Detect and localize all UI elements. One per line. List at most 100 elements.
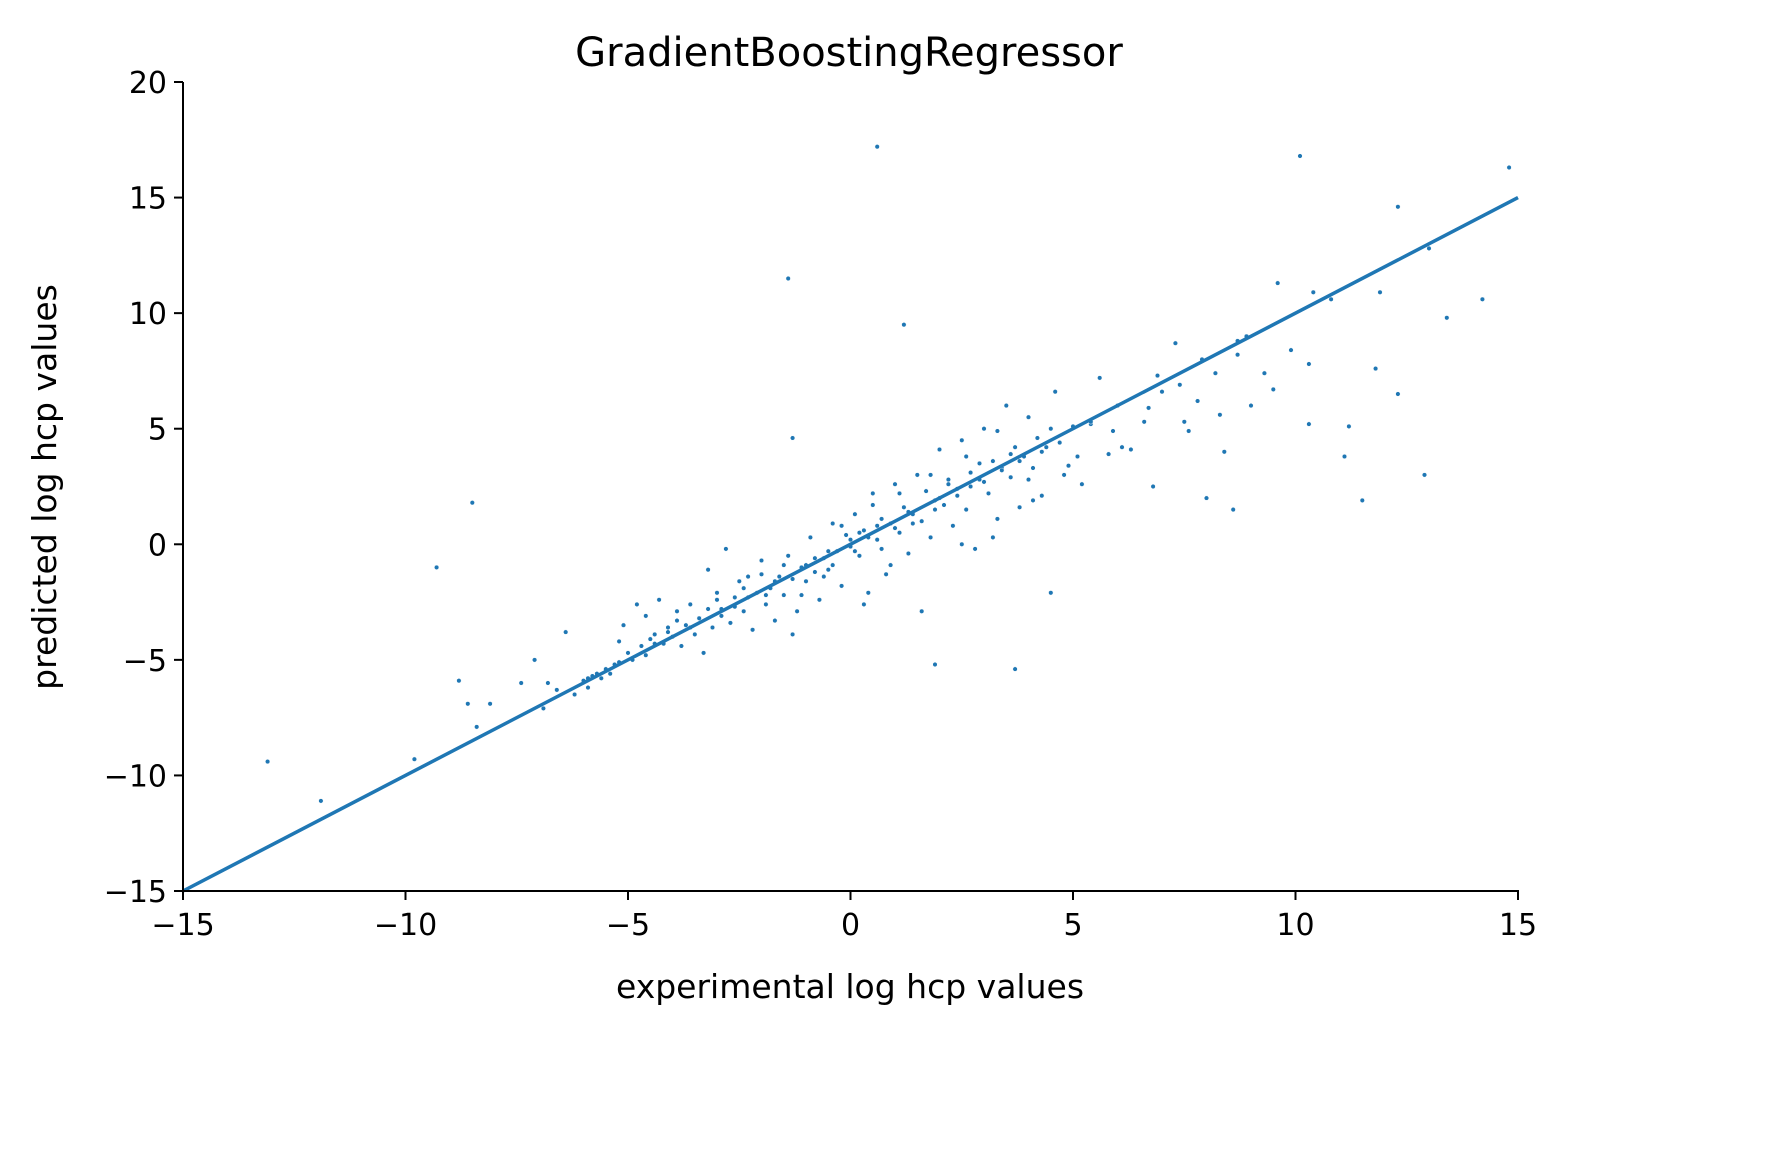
data-point-187 <box>839 523 845 529</box>
data-point-46 <box>714 597 720 603</box>
data-point-155 <box>901 322 907 328</box>
data-point-32 <box>652 631 658 637</box>
data-point-143 <box>1288 347 1294 353</box>
data-point-164 <box>1377 289 1383 295</box>
data-point-171 <box>1395 391 1401 397</box>
data-point-217 <box>825 548 831 554</box>
data-point-117 <box>1030 465 1036 471</box>
data-point-215 <box>665 629 671 635</box>
data-point-37 <box>674 618 680 624</box>
x-tick-label: 5 <box>1063 908 1082 943</box>
data-point-153 <box>874 144 880 150</box>
data-point-54 <box>750 627 756 633</box>
data-point-28 <box>634 601 640 607</box>
data-point-8 <box>487 701 493 707</box>
x-axis-ticks: −15 −10 −5 0 5 10 15 <box>151 891 1537 943</box>
data-point-17 <box>585 685 591 691</box>
data-point-20 <box>598 675 604 681</box>
data-point-9 <box>518 680 524 686</box>
data-point-124 <box>1079 481 1085 487</box>
y-tick-label: −15 <box>104 875 167 910</box>
data-point-24 <box>616 638 622 644</box>
data-point-108 <box>990 458 996 464</box>
data-point-230 <box>714 590 720 596</box>
data-point-40 <box>687 601 693 607</box>
data-point-136 <box>1203 495 1210 501</box>
data-point-68 <box>812 569 818 575</box>
data-point-178 <box>741 585 747 591</box>
data-point-92 <box>919 518 925 524</box>
data-point-49 <box>727 620 733 626</box>
data-point-101 <box>959 437 965 443</box>
data-point-107 <box>985 490 992 496</box>
data-point-239 <box>1110 428 1116 434</box>
data-point-112 <box>1008 474 1014 480</box>
data-point-11 <box>540 705 546 711</box>
x-tick-label: 15 <box>1499 908 1537 943</box>
data-point-26 <box>625 650 631 656</box>
data-point-86 <box>892 481 898 487</box>
data-point-152 <box>1506 164 1512 171</box>
data-point-61 <box>781 592 787 598</box>
x-axis-label: experimental log hcp values <box>616 967 1084 1006</box>
data-point-183 <box>990 534 996 540</box>
data-point-170 <box>1341 453 1348 460</box>
y-tick-label: 10 <box>129 297 167 332</box>
data-point-77 <box>852 511 858 517</box>
data-point-147 <box>1373 366 1379 372</box>
data-point-126 <box>1097 375 1103 381</box>
data-point-113 <box>1012 444 1018 450</box>
x-tick-label: 0 <box>841 908 860 943</box>
y-tick-label: 15 <box>129 182 167 217</box>
data-point-207 <box>932 507 938 513</box>
data-point-12 <box>545 680 551 686</box>
data-point-213 <box>732 594 738 600</box>
data-point-168 <box>1270 386 1276 392</box>
data-point-35 <box>665 624 671 631</box>
data-point-208 <box>954 493 960 499</box>
data-point-83 <box>879 516 885 522</box>
data-point-158 <box>790 435 796 441</box>
data-point-1 <box>318 798 324 804</box>
data-point-142 <box>1275 280 1281 286</box>
data-point-109 <box>994 516 1000 522</box>
data-point-99 <box>950 523 956 529</box>
data-point-188 <box>830 562 836 568</box>
data-point-118 <box>1034 435 1040 441</box>
data-point-0 <box>265 759 271 765</box>
data-point-81 <box>870 490 876 496</box>
data-point-212 <box>763 592 769 598</box>
y-axis-label: predicted log hcp values <box>25 284 64 690</box>
data-point-237 <box>1025 477 1032 483</box>
data-point-206 <box>892 525 898 531</box>
data-point-145 <box>1328 296 1334 302</box>
data-point-67 <box>807 534 813 540</box>
y-tick-label: 0 <box>148 528 167 563</box>
data-point-161 <box>1048 590 1054 596</box>
data-point-75 <box>843 532 849 538</box>
data-point-156 <box>1297 153 1303 159</box>
data-point-127 <box>1106 451 1112 457</box>
data-point-80 <box>865 590 871 596</box>
data-point-121 <box>1052 389 1058 395</box>
data-point-209 <box>981 479 987 485</box>
data-point-84 <box>883 571 889 577</box>
data-point-31 <box>647 636 653 642</box>
data-point-78 <box>856 553 862 559</box>
data-point-203 <box>812 555 818 561</box>
data-point-74 <box>839 583 845 589</box>
data-point-214 <box>696 615 702 621</box>
data-point-102 <box>963 507 969 513</box>
data-point-29 <box>638 643 644 649</box>
data-point-52 <box>741 608 747 614</box>
data-point-10 <box>532 657 538 663</box>
data-point-241 <box>1177 382 1183 388</box>
data-point-224 <box>1048 426 1054 432</box>
data-point-211 <box>1057 440 1063 446</box>
data-point-120 <box>1043 444 1049 450</box>
data-point-116 <box>1025 414 1032 420</box>
data-point-182 <box>959 541 965 547</box>
data-point-60 <box>776 574 782 580</box>
data-point-151 <box>1479 296 1485 302</box>
